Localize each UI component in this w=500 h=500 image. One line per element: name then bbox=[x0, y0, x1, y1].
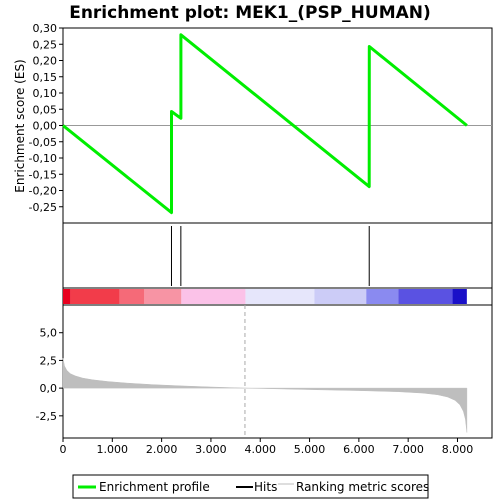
es-y-axis-label: Enrichment score (ES) bbox=[13, 59, 27, 192]
heatmap-segment bbox=[181, 289, 246, 304]
heatmap-segment bbox=[452, 289, 467, 304]
legend-label-hits: Hits bbox=[254, 480, 277, 494]
es-y-tick-label: 0,20 bbox=[33, 55, 58, 68]
hits-panel-frame bbox=[62, 222, 493, 289]
es-y-tick-label: -0,10 bbox=[29, 152, 57, 165]
heatmap-segment bbox=[245, 289, 315, 304]
es-y-tick-label: -0,15 bbox=[29, 168, 57, 181]
x-tick-label: 0 bbox=[60, 443, 67, 456]
heatmap-segment bbox=[366, 289, 399, 304]
x-tick-label: 2.000 bbox=[146, 443, 178, 456]
metric-y-axis: 5,0 2,5 0,0 -2,5 bbox=[36, 327, 63, 423]
legend: Enrichment profile Hits Ranking metric s… bbox=[72, 474, 429, 499]
x-tick-label: 8.000 bbox=[442, 443, 474, 456]
es-y-tick-label: -0,25 bbox=[29, 201, 57, 214]
es-y-tick-label: 0,15 bbox=[33, 71, 58, 84]
heatmap-segment bbox=[314, 289, 367, 304]
ranked-metric-area bbox=[62, 305, 468, 438]
es-y-tick-label: 0,25 bbox=[33, 38, 58, 51]
x-tick-label: 3.000 bbox=[195, 443, 227, 456]
x-tick-label: 4.000 bbox=[244, 443, 276, 456]
enrichment-profile-line bbox=[62, 33, 468, 215]
chart-title: Enrichment plot: MEK1_(PSP_HUMAN) bbox=[69, 3, 431, 23]
metric-y-tick-label: 0,0 bbox=[40, 382, 58, 395]
x-tick-label: 6.000 bbox=[343, 443, 375, 456]
es-y-tick-label: 0,30 bbox=[33, 22, 58, 35]
metric-panel-frame bbox=[62, 304, 493, 439]
x-tick-label: 1.000 bbox=[97, 443, 129, 456]
es-y-axis: 0,30 0,25 0,20 0,15 0,10 0,05 0,00 -0,05 -0,10 -0… bbox=[29, 22, 63, 214]
es-y-tick-label: 0,05 bbox=[33, 103, 58, 116]
es-y-tick-label: 0,00 bbox=[33, 120, 58, 133]
es-y-tick-label: -0,20 bbox=[29, 185, 57, 198]
heatmap-segment bbox=[70, 289, 120, 304]
metric-y-tick-label: 5,0 bbox=[40, 327, 58, 340]
x-tick-label: 5.000 bbox=[294, 443, 326, 456]
es-y-tick-label: 0,10 bbox=[33, 87, 58, 100]
metric-y-tick-label: 2,5 bbox=[40, 354, 58, 367]
x-axis: 0 1.000 2.000 3.000 4.000 5.000 6.000 7.000 8.00… bbox=[60, 438, 474, 456]
hit-markers bbox=[170, 226, 370, 286]
x-tick-label: 7.000 bbox=[392, 443, 424, 456]
ranking-heatmap bbox=[63, 289, 467, 304]
es-series bbox=[62, 33, 468, 215]
es-y-tick-label: -0,05 bbox=[29, 136, 57, 149]
metric-y-tick-label: -2,5 bbox=[36, 410, 57, 423]
legend-label-enrichment-profile: Enrichment profile bbox=[99, 480, 210, 494]
heatmap-segment bbox=[63, 289, 71, 304]
legend-label-ranking-metric: Ranking metric scores bbox=[296, 480, 429, 494]
heatmap-segment bbox=[119, 289, 145, 304]
heatmap-segment bbox=[398, 289, 453, 304]
heatmap-segment bbox=[144, 289, 182, 304]
ranking-metric-area bbox=[62, 358, 468, 433]
